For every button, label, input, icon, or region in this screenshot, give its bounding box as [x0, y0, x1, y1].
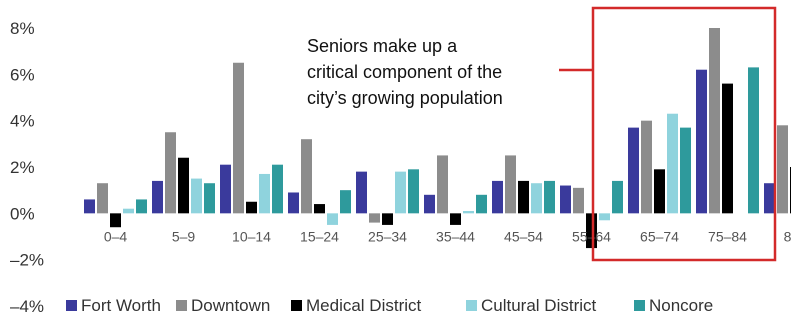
y-tick-label: –4% — [10, 297, 44, 316]
x-tick-label: 55–64 — [572, 228, 611, 244]
bar-cultural-district-15-24 — [327, 213, 338, 225]
legend-swatch-fort-worth — [66, 300, 77, 311]
bar-noncore-65-74 — [680, 127, 691, 214]
bar-medical-district-0-4 — [110, 213, 121, 228]
bar-medical-district-35-44 — [450, 213, 461, 225]
bar-fort-worth-35-44 — [424, 194, 435, 214]
bar-cultural-district-0-4 — [123, 208, 134, 214]
bar-medical-district-5-9 — [178, 157, 189, 214]
bar-noncore-75-84 — [748, 67, 759, 214]
x-tick-label: 45–54 — [504, 228, 543, 244]
bar-cultural-district-55-64 — [599, 213, 610, 221]
bar-noncore-15-24 — [340, 190, 351, 214]
y-tick-label: 0% — [10, 204, 35, 223]
bars-layer — [84, 28, 791, 249]
bar-fort-worth-85 — [764, 183, 775, 214]
legend-label-medical-district: Medical District — [306, 296, 422, 315]
bar-medical-district-45-54 — [518, 180, 529, 214]
bar-downtown-65-74 — [641, 120, 652, 214]
legend: Fort Worth Downtown Medical District Cultur… — [66, 296, 713, 315]
x-tick-label: 75–84 — [708, 228, 747, 244]
bar-cultural-district-35-44 — [463, 211, 474, 214]
x-tick-label: 25–34 — [368, 228, 407, 244]
x-tick-label: 65–74 — [640, 228, 679, 244]
bar-medical-district-65-74 — [654, 169, 665, 214]
x-tick-label: 0–4 — [104, 228, 128, 244]
bar-cultural-district-45-54 — [531, 183, 542, 214]
y-tick-label: 4% — [10, 112, 35, 131]
bar-fort-worth-65-74 — [628, 127, 639, 214]
bar-downtown-0-4 — [97, 183, 108, 214]
bar-downtown-45-54 — [505, 155, 516, 214]
x-tick-label: 85+ — [784, 228, 791, 244]
bar-fort-worth-10-14 — [220, 164, 231, 214]
bar-downtown-25-34 — [369, 213, 380, 223]
bar-noncore-10-14 — [272, 164, 283, 214]
bar-medical-district-55-64 — [586, 213, 597, 249]
x-axis-ticks: 0–4 5–9 10–14 15–24 25–34 35–44 45–54 55–64 65–7… — [104, 228, 791, 244]
bar-fort-worth-75-84 — [696, 69, 707, 214]
bar-downtown-5-9 — [165, 132, 176, 214]
y-tick-label: 6% — [10, 65, 35, 84]
x-tick-label: 35–44 — [436, 228, 475, 244]
x-tick-label: 10–14 — [232, 228, 271, 244]
bar-downtown-55-64 — [573, 187, 584, 214]
legend-label-downtown: Downtown — [191, 296, 270, 315]
legend-label-noncore: Noncore — [649, 296, 713, 315]
bar-downtown-15-24 — [301, 139, 312, 214]
bar-fort-worth-45-54 — [492, 180, 503, 214]
bar-cultural-district-25-34 — [395, 171, 406, 214]
annotation-line-3: city’s growing population — [307, 88, 503, 108]
bar-fort-worth-15-24 — [288, 192, 299, 214]
legend-swatch-downtown — [176, 300, 187, 311]
bar-fort-worth-55-64 — [560, 185, 571, 214]
bar-downtown-85 — [777, 125, 788, 214]
legend-swatch-medical-district — [291, 300, 302, 311]
bar-noncore-55-64 — [612, 180, 623, 214]
bar-fort-worth-5-9 — [152, 180, 163, 214]
bar-noncore-45-54 — [544, 180, 555, 214]
bar-noncore-5-9 — [204, 183, 215, 214]
y-tick-label: 8% — [10, 19, 35, 38]
annotation-line-2: critical component of the — [307, 62, 502, 82]
x-tick-label: 15–24 — [300, 228, 339, 244]
bar-cultural-district-5-9 — [191, 178, 202, 214]
legend-swatch-noncore — [634, 300, 645, 311]
y-tick-label: 2% — [10, 158, 35, 177]
y-tick-label: –2% — [10, 251, 44, 270]
annotation-line-1: Seniors make up a — [307, 36, 458, 56]
bar-medical-district-75-84 — [722, 83, 733, 214]
bar-medical-district-10-14 — [246, 201, 257, 214]
y-axis-ticks: 8% 6% 4% 2% 0% –2% –4% — [10, 19, 44, 316]
bar-noncore-25-34 — [408, 169, 419, 214]
bar-noncore-0-4 — [136, 199, 147, 214]
x-tick-label: 5–9 — [172, 228, 196, 244]
bar-medical-district-15-24 — [314, 204, 325, 214]
bar-medical-district-25-34 — [382, 213, 393, 225]
bar-noncore-35-44 — [476, 194, 487, 214]
bar-fort-worth-0-4 — [84, 199, 95, 214]
bar-downtown-35-44 — [437, 155, 448, 214]
bar-cultural-district-10-14 — [259, 173, 270, 214]
bar-downtown-10-14 — [233, 62, 244, 214]
legend-swatch-cultural-district — [466, 300, 477, 311]
legend-label-fort-worth: Fort Worth — [81, 296, 161, 315]
annotation-text: Seniors make up a critical component of … — [307, 36, 507, 108]
bar-cultural-district-65-74 — [667, 113, 678, 214]
legend-label-cultural-district: Cultural District — [481, 296, 597, 315]
bar-downtown-75-84 — [709, 28, 720, 214]
bar-fort-worth-25-34 — [356, 171, 367, 214]
senior-highlight-box — [591, 6, 777, 262]
